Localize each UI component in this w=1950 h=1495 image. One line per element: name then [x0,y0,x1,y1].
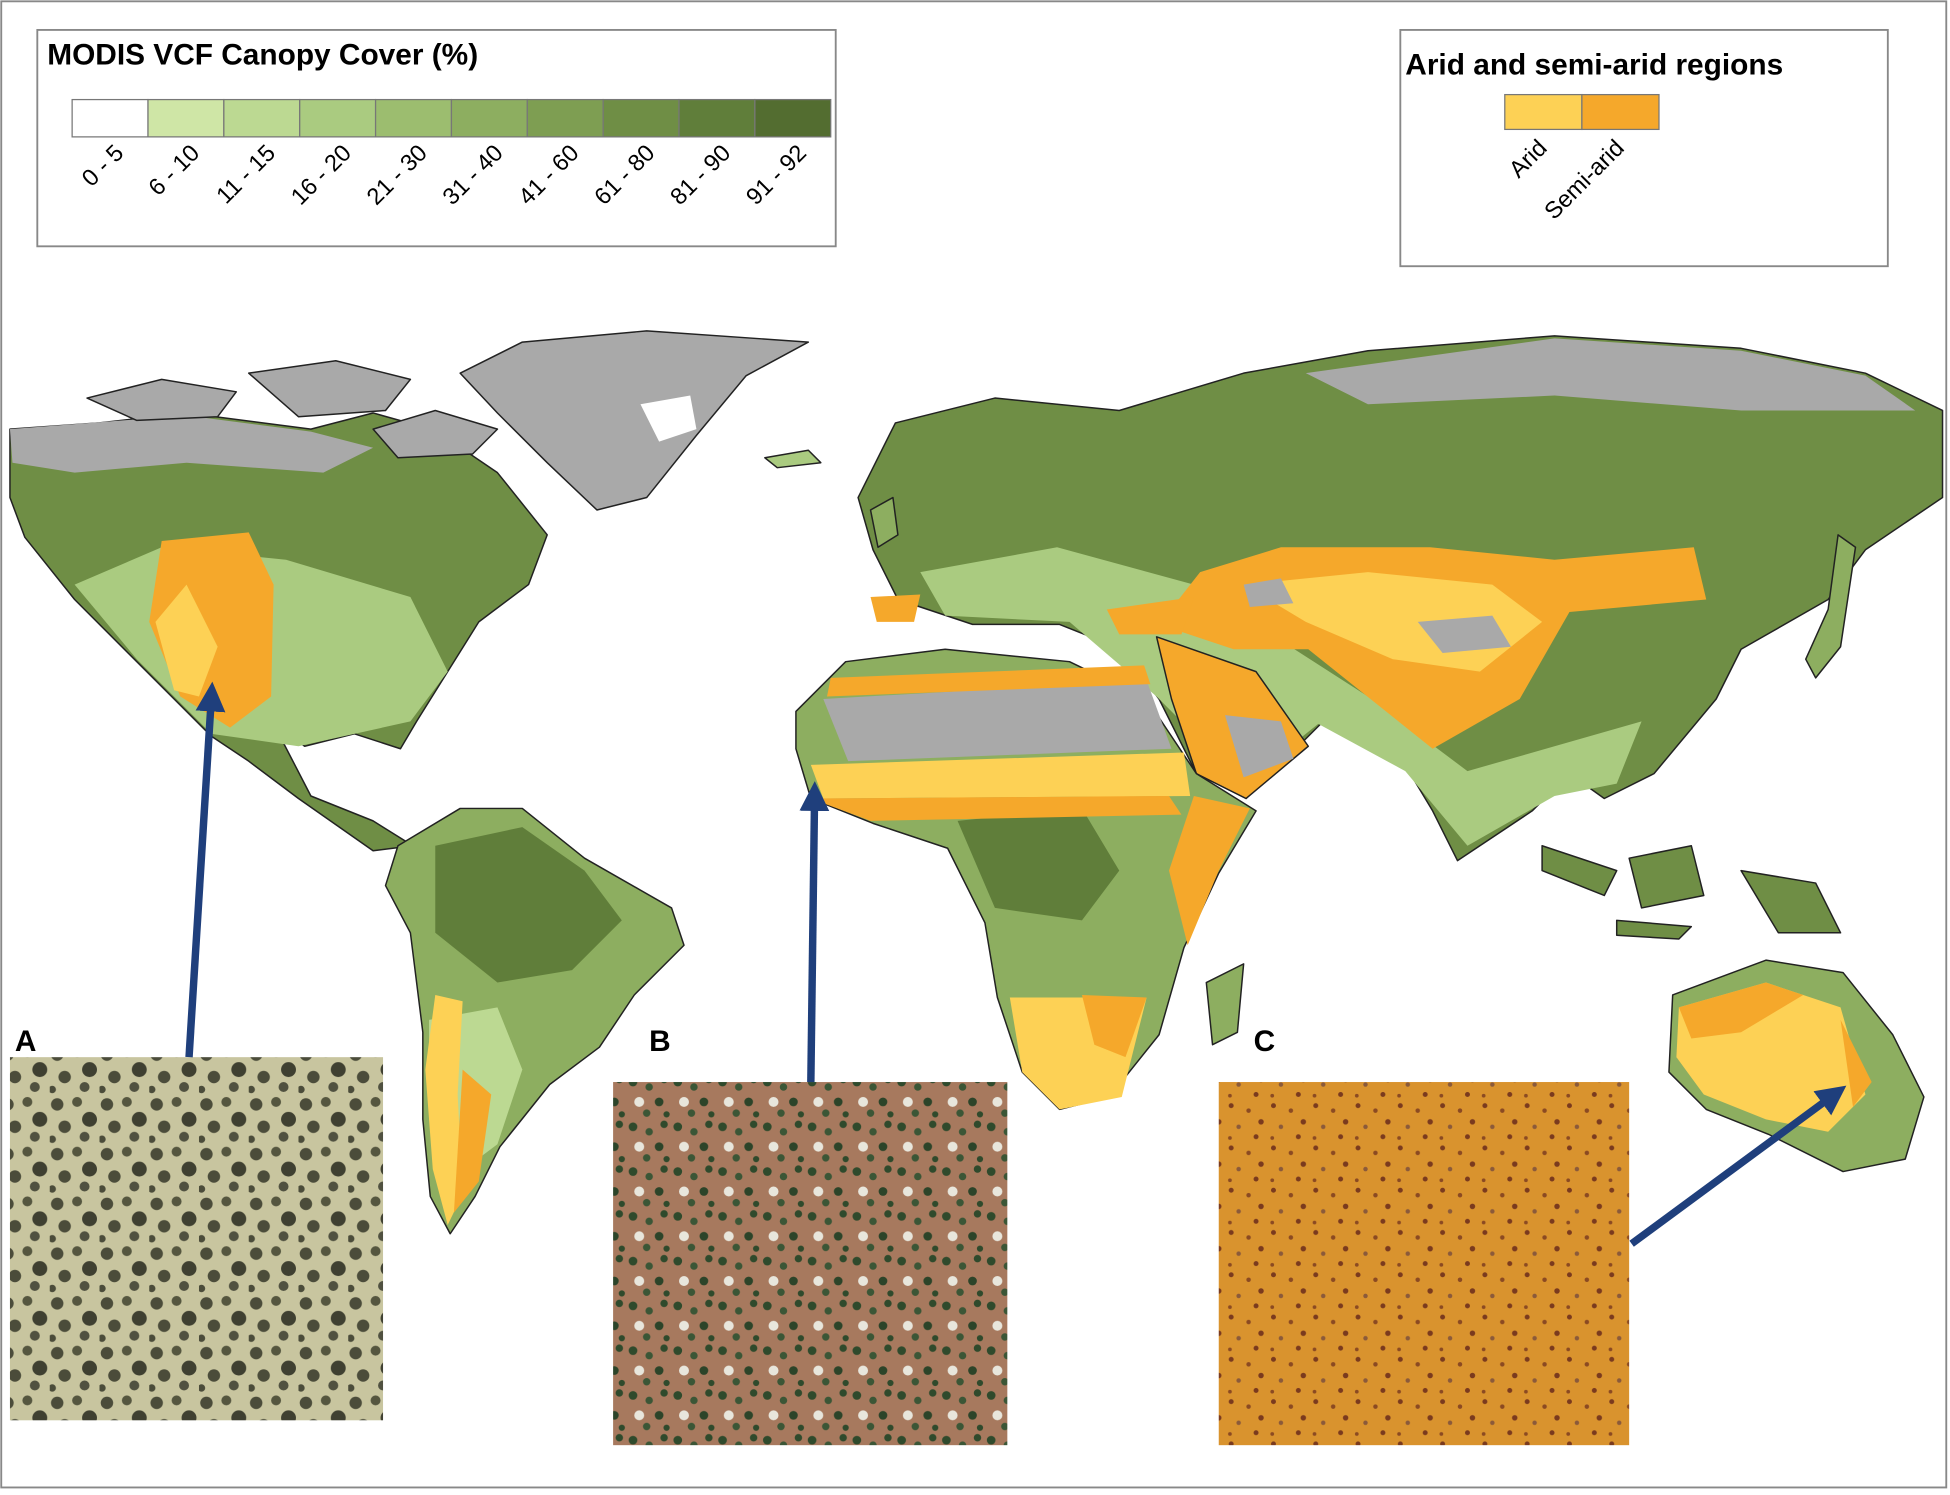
legend-swatch [602,98,680,138]
inset-image [1218,1082,1630,1446]
legend-swatch [374,98,453,138]
world-map [9,330,1944,1235]
legend-title: Arid and semi-arid regions [1405,49,1783,82]
legend-swatch [147,98,225,138]
legend-swatch [754,98,832,138]
legend-swatch [526,98,604,138]
panel-label: A [15,1025,37,1058]
panel-label: B [649,1025,671,1058]
legend-swatch [223,98,301,138]
legend-box [1399,28,1889,268]
legend-box [36,28,837,248]
legend-swatch [678,98,756,138]
panel-label: C [1254,1025,1276,1058]
inset-image [613,1082,1008,1446]
legend-title: MODIS VCF Canopy Cover (%) [47,39,478,72]
legend-swatch [1581,93,1660,131]
legend-swatch [299,98,377,138]
legend-swatch [71,98,149,138]
legend-swatch [1504,93,1583,131]
arrows [185,681,1847,1247]
inset-image [9,1057,384,1421]
legend-swatch [450,98,528,138]
